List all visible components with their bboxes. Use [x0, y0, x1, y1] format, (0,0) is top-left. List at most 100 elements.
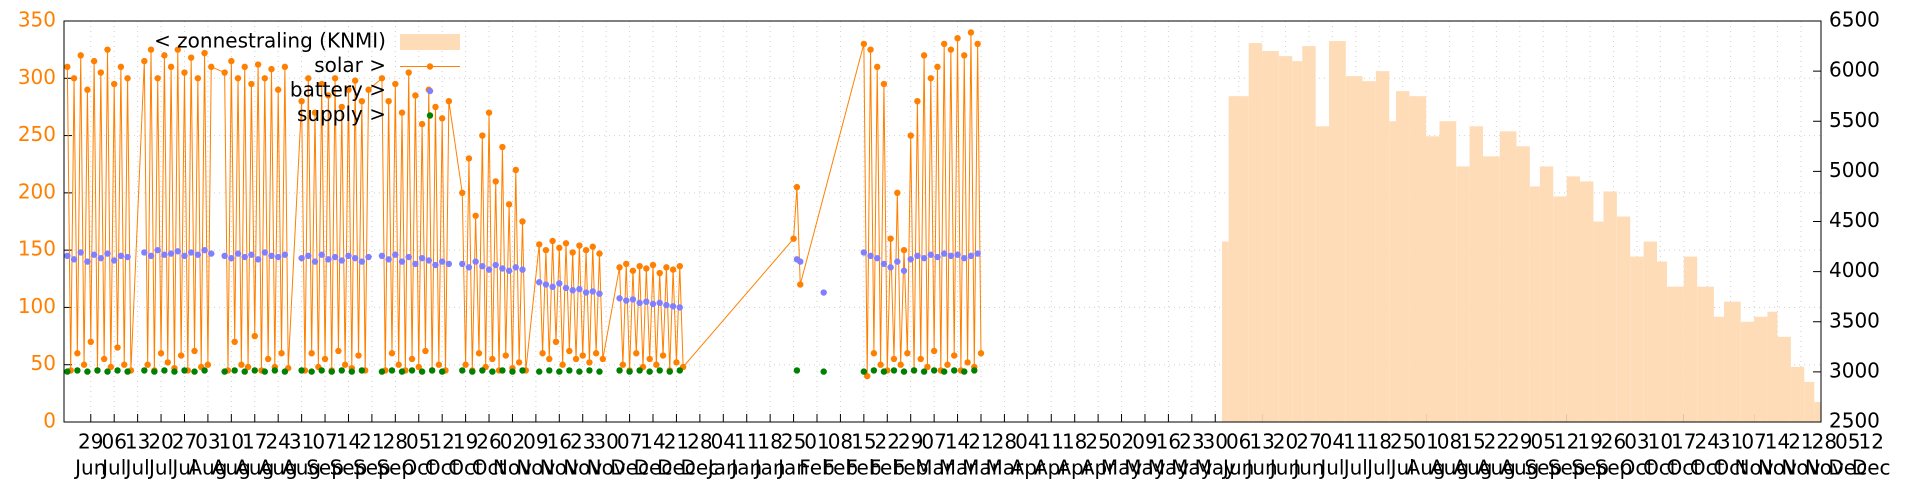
point: [536, 368, 543, 375]
solar-point: [97, 69, 105, 76]
x-tick-label: 21: [1788, 430, 1813, 454]
x-tick-label: 12: [1554, 430, 1579, 454]
solar-point: [408, 355, 416, 363]
solar-point: [515, 359, 523, 366]
point: [432, 261, 439, 269]
point: [669, 303, 677, 310]
x-tick-month: Aug: [282, 456, 321, 480]
x-tick-month: Jun: [1221, 456, 1254, 480]
solar-point: [927, 75, 934, 82]
point: [676, 304, 683, 311]
point: [582, 289, 590, 296]
point: [261, 249, 268, 256]
x-tick-label: 08: [828, 430, 853, 454]
irradiance-step: [1482, 156, 1500, 422]
irradiance-step: [1539, 166, 1554, 422]
x-tick-label: 04: [1015, 430, 1040, 454]
solar-point: [653, 361, 660, 368]
x-tick-month: Sep: [1548, 456, 1586, 480]
solar-point: [947, 46, 955, 53]
irradiance-step: [1228, 96, 1249, 422]
solar-point: [793, 183, 801, 191]
solar-point: [502, 352, 509, 359]
solar-point: [395, 361, 402, 368]
x-tick-month: May: [1148, 456, 1190, 480]
irradiance-step: [1329, 41, 1346, 423]
point: [900, 267, 908, 274]
x-tick-month: Sep: [353, 456, 391, 480]
irradiance-step: [1657, 261, 1668, 422]
x-tick-label: 14: [336, 430, 361, 454]
solar-point: [900, 246, 908, 254]
x-tick-label: 17: [1671, 430, 1696, 454]
point: [345, 252, 352, 260]
solar-point: [489, 355, 496, 363]
solar-point: [241, 63, 248, 71]
x-tick-month: Mar: [915, 456, 954, 480]
point: [70, 256, 78, 263]
irradiance-step: [1580, 181, 1594, 422]
x-tick-label: 14: [1765, 430, 1790, 454]
point: [870, 367, 878, 374]
point: [358, 367, 366, 374]
solar-point: [117, 63, 125, 71]
solar-point: [204, 361, 212, 368]
solar-point: [874, 63, 881, 71]
irradiance-step: [1409, 96, 1427, 422]
solar-point: [505, 201, 513, 208]
irradiance-step: [1221, 241, 1229, 422]
solar-point: [974, 40, 981, 48]
point: [569, 287, 576, 294]
point: [331, 253, 339, 261]
solar-point: [438, 115, 446, 122]
x-tick-month: Feb: [846, 456, 881, 480]
point: [556, 280, 563, 287]
x-tick-month: Sep: [376, 456, 414, 480]
x-tick-month: Aug: [1500, 456, 1539, 480]
irradiance-step: [1529, 186, 1540, 422]
x-tick-label: 17: [242, 430, 267, 454]
point: [194, 251, 202, 258]
x-tick-month: May: [1101, 456, 1143, 480]
irradiance-step: [1643, 241, 1658, 422]
solar-point: [790, 235, 797, 242]
point: [616, 367, 623, 374]
point: [428, 367, 436, 374]
solar-point: [405, 69, 412, 76]
point: [351, 254, 359, 262]
x-tick-month: May: [1124, 456, 1166, 480]
point: [894, 258, 901, 265]
x-tick-label: 23: [1179, 430, 1204, 454]
point: [64, 368, 71, 375]
point: [867, 252, 874, 260]
x-tick-month: Oct: [401, 456, 436, 480]
plot-area: [64, 29, 1821, 423]
point: [74, 367, 81, 374]
x-tick-month: Dec: [610, 456, 649, 480]
point: [385, 256, 392, 263]
solar-point: [877, 361, 884, 368]
irradiance-step: [1553, 196, 1567, 422]
x-tick-label: 09: [1132, 430, 1157, 454]
solar-point: [157, 350, 165, 357]
x-tick-label: 05: [1835, 430, 1860, 454]
x-tick-label: 08: [1437, 430, 1462, 454]
x-tick-month: Jul: [1342, 456, 1368, 480]
solar-point: [492, 178, 499, 185]
point: [666, 368, 673, 375]
irradiance-step: [1292, 61, 1303, 422]
solar-point: [278, 350, 285, 357]
point: [365, 253, 372, 261]
irradiance-step: [1302, 46, 1316, 422]
x-tick-month: Nov: [1735, 456, 1774, 480]
x-tick-label: 07: [1741, 430, 1766, 454]
x-tick-month: Sep: [1571, 456, 1609, 480]
solar-point: [264, 355, 272, 363]
point: [485, 266, 493, 273]
point: [84, 368, 91, 375]
irradiance-step: [1516, 146, 1530, 422]
x-tick-label: 20: [148, 430, 173, 454]
y2-tick-label: 4500: [1829, 208, 1880, 232]
x-tick-label: 28: [383, 430, 408, 454]
point: [954, 251, 961, 258]
